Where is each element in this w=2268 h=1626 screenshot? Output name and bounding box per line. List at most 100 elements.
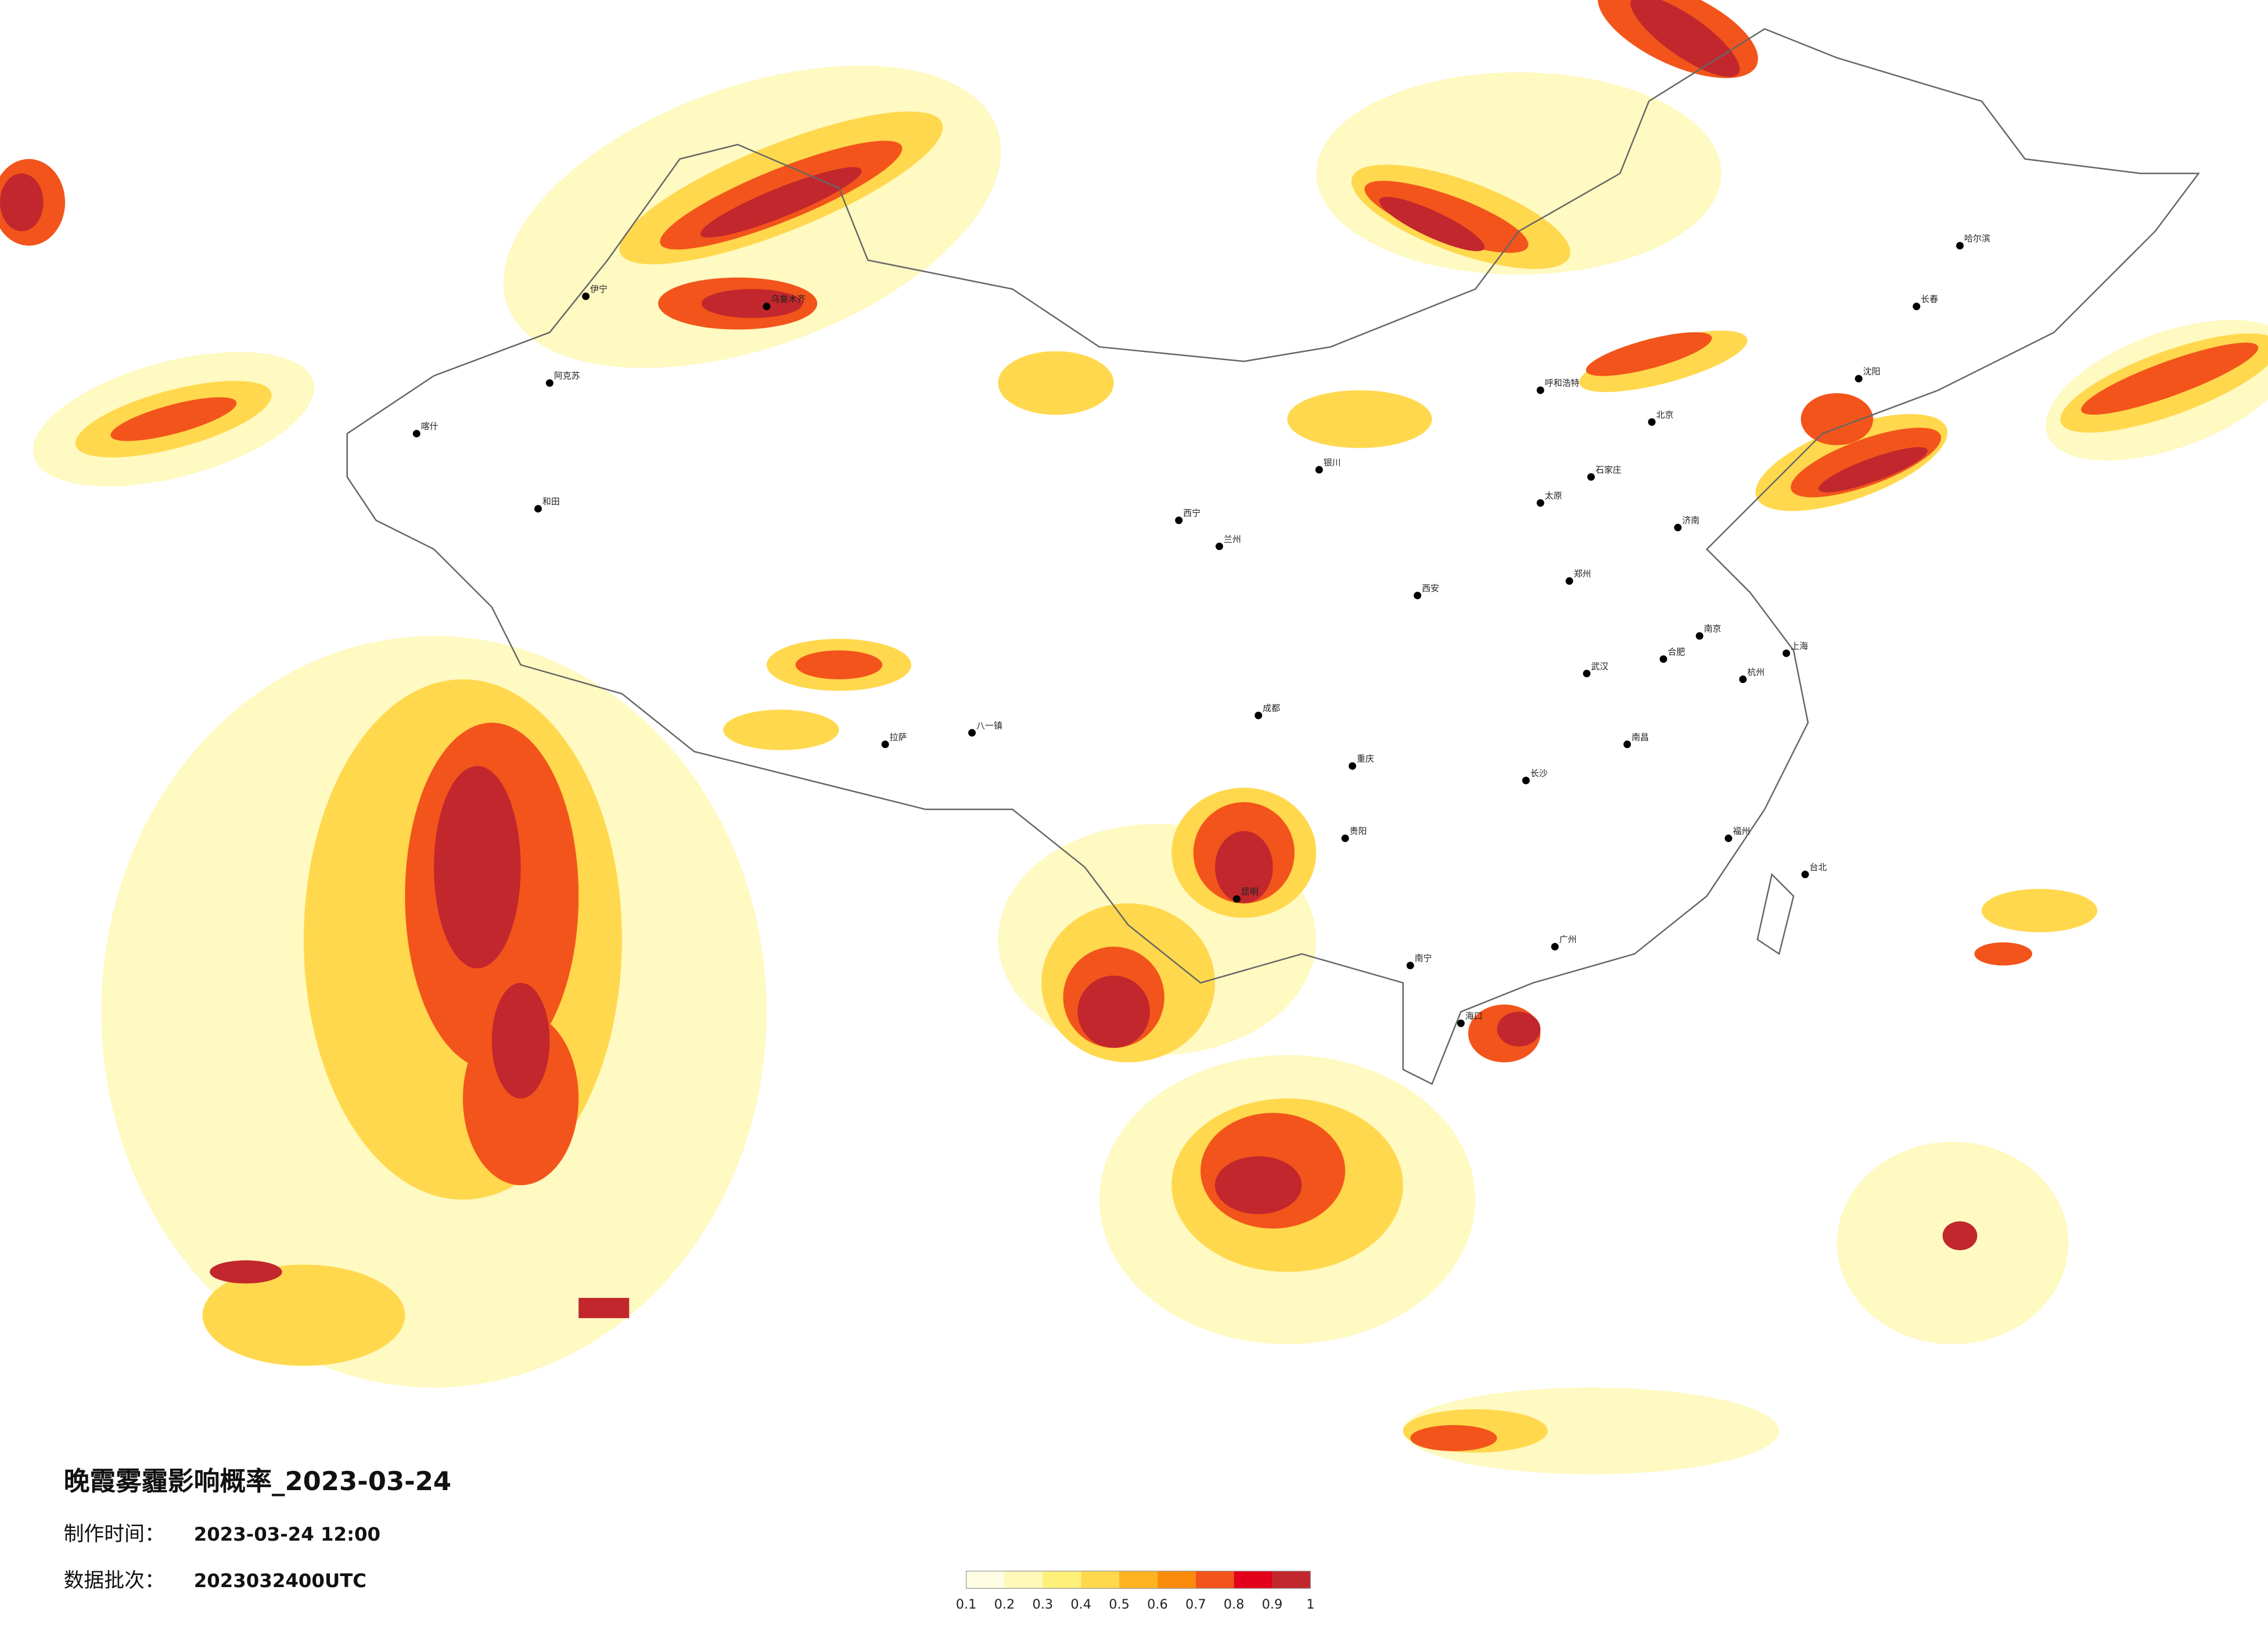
city-label: 太原 <box>1545 491 1562 501</box>
legend-frame <box>965 1570 1311 1589</box>
city-label: 阿克苏 <box>554 370 580 381</box>
city-dot <box>582 292 590 300</box>
legend-swatch <box>966 1571 1005 1589</box>
city-label: 银川 <box>1324 457 1341 467</box>
batch-value: 2023032400UTC <box>194 1570 366 1592</box>
city-dot <box>412 430 420 438</box>
legend-swatch <box>1004 1571 1043 1589</box>
city-label: 沈阳 <box>1863 366 1881 377</box>
time-label: 制作时间： <box>64 1523 165 1546</box>
city-label: 哈尔滨 <box>1964 233 1990 244</box>
city-label: 喀什 <box>421 421 438 431</box>
city-label: 北京 <box>1656 409 1674 420</box>
city-label: 郑州 <box>1574 569 1591 579</box>
city-dot <box>1175 516 1183 524</box>
city-dot <box>1739 675 1747 684</box>
legend-label: 0.9 <box>1262 1597 1283 1612</box>
city-dot <box>534 505 542 513</box>
city-label: 西安 <box>1422 583 1439 593</box>
city-dot <box>1913 303 1921 311</box>
city-dot <box>1255 711 1263 720</box>
city-label: 八一镇 <box>976 720 1002 731</box>
city-label: 南宁 <box>1415 953 1432 963</box>
legend: 0.1 0.2 0.3 0.4 0.5 0.6 0.7 0.8 0.9 1 <box>956 1570 1314 1612</box>
city-label: 长春 <box>1921 294 1938 304</box>
city-dot <box>545 379 553 387</box>
city-label: 伊宁 <box>590 284 608 294</box>
city-dot <box>968 729 976 737</box>
city-dot <box>881 740 889 749</box>
city-dot <box>1232 895 1241 903</box>
city-label: 南昌 <box>1631 732 1649 742</box>
city-label: 成都 <box>1263 703 1280 714</box>
city-label: 兰州 <box>1224 534 1241 544</box>
city-label: 上海 <box>1791 641 1808 652</box>
city-dot <box>1648 418 1656 426</box>
city-label: 福州 <box>1733 826 1751 836</box>
city-label: 拉萨 <box>890 732 907 742</box>
city-dot <box>1536 386 1544 394</box>
city-label: 西宁 <box>1183 508 1201 519</box>
city-dot <box>1659 655 1667 663</box>
city-dot <box>1536 499 1544 507</box>
legend-label: 1 <box>1306 1597 1314 1612</box>
city-label: 海口 <box>1465 1011 1483 1021</box>
city-dot <box>1414 591 1422 599</box>
city-label: 呼和浩特 <box>1545 378 1580 388</box>
city-dot <box>1457 1019 1465 1027</box>
city-dot <box>1315 466 1323 474</box>
city-label: 石家庄 <box>1595 465 1622 475</box>
legend-swatch <box>1234 1571 1273 1589</box>
city-dot <box>1341 834 1349 843</box>
legend-label: 0.3 <box>1033 1597 1054 1612</box>
legend-swatch <box>1272 1571 1311 1589</box>
legend-label: 0.1 <box>956 1597 977 1612</box>
city-dot <box>1724 834 1733 843</box>
haze-field <box>0 0 2268 1474</box>
legend-label: 0.5 <box>1109 1597 1130 1612</box>
legend-label: 0.8 <box>1224 1597 1245 1612</box>
city-label: 和田 <box>542 497 560 507</box>
city-label: 乌鲁木齐 <box>771 294 806 304</box>
city-label: 武汉 <box>1591 661 1608 671</box>
city-label: 台北 <box>1810 862 1827 872</box>
city-label: 昆明 <box>1241 887 1259 897</box>
legend-label: 0.4 <box>1070 1597 1091 1612</box>
city-dot <box>763 303 771 311</box>
legend-label: 0.2 <box>994 1597 1015 1612</box>
legend-swatch <box>1081 1571 1120 1589</box>
city-dot <box>1565 577 1573 585</box>
city-dot <box>1956 242 1964 250</box>
time-value: 2023-03-24 12:00 <box>194 1523 380 1545</box>
city-label: 南京 <box>1704 624 1721 634</box>
city-dot <box>1215 542 1223 551</box>
city-dot <box>1623 740 1631 749</box>
city-dot <box>1551 942 1559 951</box>
legend-label: 0.6 <box>1147 1597 1168 1612</box>
city-dot <box>1782 649 1791 657</box>
city-label: 杭州 <box>1747 667 1764 677</box>
city-dot <box>1406 962 1414 970</box>
taiwan-border <box>1756 873 1795 955</box>
city-dot <box>1522 776 1530 785</box>
city-label: 济南 <box>1682 515 1699 526</box>
city-dot <box>1695 632 1703 640</box>
city-dot <box>1349 762 1357 770</box>
legend-swatch <box>1195 1571 1234 1589</box>
city-label: 广州 <box>1559 934 1577 945</box>
city-dot <box>1801 870 1809 879</box>
city-dot <box>1583 670 1591 678</box>
city-label: 长沙 <box>1530 768 1548 779</box>
batch-label: 数据批次： <box>64 1569 165 1592</box>
city-label: 合肥 <box>1667 646 1685 657</box>
legend-swatch <box>1043 1571 1081 1589</box>
legend-label: 0.7 <box>1185 1597 1206 1612</box>
city-dot <box>1674 523 1682 531</box>
legend-swatch <box>1157 1571 1196 1589</box>
title: 晚霞雾霾影响概率_2023-03-24 <box>64 1466 452 1497</box>
legend-swatch <box>1119 1571 1158 1589</box>
china-border <box>346 28 2200 1085</box>
city-dot <box>1854 375 1863 383</box>
